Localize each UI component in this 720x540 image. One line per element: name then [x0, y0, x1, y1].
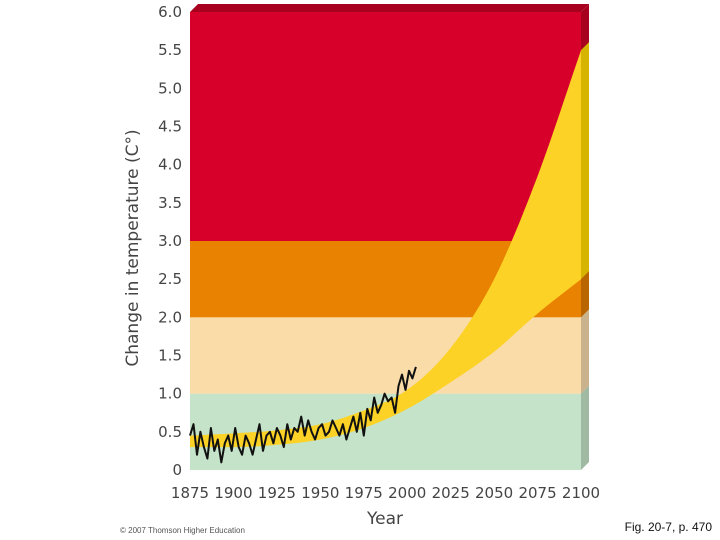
observed-series-line [189, 366, 417, 464]
zone-side-peach [581, 309, 589, 394]
y-tick-label: 1.5 [158, 347, 182, 365]
x-tick-label: 2075 [518, 484, 556, 502]
y-tick-label: 2.5 [158, 270, 182, 288]
zone-side-green [581, 385, 589, 470]
y-axis-ticks: 0 0.5 1.0 1.5 2.0 2.5 3.0 3.5 4.0 4.5 5.0 5.5 6.0 [158, 3, 182, 479]
zone-peach [190, 317, 581, 394]
y-tick-label: 5.0 [158, 79, 182, 97]
x-tick-label: 1975 [345, 484, 383, 502]
figure-reference: Fig. 20-7, p. 470 [624, 520, 712, 534]
y-tick-label: 0 [172, 461, 182, 479]
y-tick-label: 3.0 [158, 232, 182, 250]
top-face [190, 4, 589, 12]
projection-band-side [581, 42, 589, 280]
x-tick-label: 2025 [432, 484, 470, 502]
x-tick-label: 1900 [214, 484, 252, 502]
y-tick-label: 3.5 [158, 194, 182, 212]
x-axis-title: Year [366, 509, 403, 529]
projection-band [190, 50, 581, 448]
copyright-credit: © 2007 Thomson Higher Education [120, 526, 245, 535]
y-tick-label: 4.0 [158, 156, 182, 174]
x-tick-label: 1950 [301, 484, 339, 502]
x-tick-label: 2050 [475, 484, 513, 502]
projection-band-group [190, 42, 589, 448]
y-tick-label: 2.0 [158, 308, 182, 326]
x-tick-label: 1875 [171, 484, 209, 502]
x-tick-label: 1925 [258, 484, 296, 502]
y-tick-label: 4.5 [158, 118, 182, 136]
x-tick-label: 2100 [562, 484, 600, 502]
x-axis-ticks: 1875 1900 1925 1950 1975 2000 2025 2050 2075 2100 [171, 484, 600, 502]
observed-series-group [189, 366, 417, 464]
y-axis-title: Change in temperature (C°) [123, 129, 143, 366]
y-tick-label: 1.0 [158, 385, 182, 403]
x-tick-label: 2000 [388, 484, 426, 502]
y-tick-label: 6.0 [158, 3, 182, 21]
zone-red [190, 12, 581, 241]
y-tick-label: 5.5 [158, 41, 182, 59]
y-tick-label: 0.5 [158, 423, 182, 441]
